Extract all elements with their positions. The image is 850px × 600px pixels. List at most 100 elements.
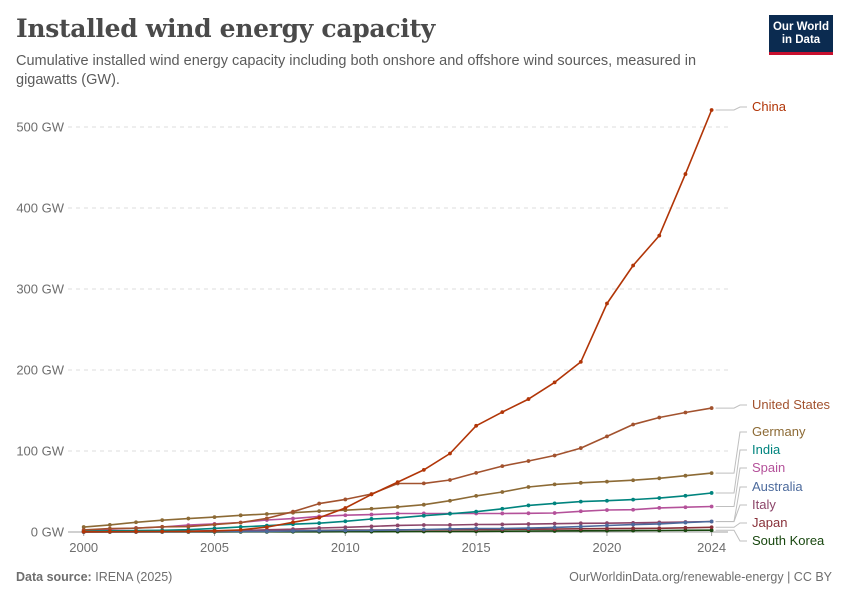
- data-point: [631, 507, 636, 512]
- x-tick-label: 2010: [331, 540, 360, 555]
- data-point: [683, 473, 688, 478]
- data-point: [264, 512, 269, 516]
- data-point: [395, 516, 400, 520]
- data-point: [107, 526, 112, 531]
- data-point: [160, 518, 165, 523]
- data-point: [264, 516, 269, 521]
- data-point: [160, 524, 165, 529]
- data-point: [526, 459, 531, 463]
- label-connector: [715, 486, 747, 522]
- series-label-china[interactable]: China: [752, 99, 787, 114]
- data-point: [578, 521, 583, 526]
- data-point: [605, 434, 609, 439]
- data-point: [526, 485, 531, 489]
- data-point: [448, 478, 452, 482]
- data-point: [160, 529, 165, 534]
- data-point: [500, 464, 505, 469]
- data-point: [631, 263, 636, 268]
- data-source: Data source: IRENA (2025): [16, 570, 172, 584]
- label-connector: [715, 404, 747, 409]
- data-point: [552, 511, 557, 515]
- y-tick-label: 100 GW: [16, 444, 64, 459]
- data-point: [683, 525, 688, 530]
- data-point: [317, 501, 322, 506]
- data-point: [526, 522, 531, 526]
- data-point: [683, 172, 688, 176]
- data-point: [291, 520, 295, 525]
- data-point: [709, 406, 714, 410]
- data-point: [474, 423, 479, 428]
- owid-logo[interactable]: Our World in Data: [769, 15, 833, 55]
- series-label-south-korea[interactable]: South Korea: [752, 533, 825, 548]
- chart-subtitle: Cumulative installed wind energy capacit…: [16, 53, 697, 88]
- series-line-china[interactable]: [83, 109, 713, 533]
- data-point: [709, 108, 714, 112]
- series-china[interactable]: [81, 108, 714, 534]
- data-point: [552, 453, 557, 458]
- data-point: [291, 529, 295, 533]
- data-point: [578, 524, 583, 529]
- data-point: [343, 506, 348, 510]
- y-tick-label: 500 GW: [16, 120, 64, 135]
- data-point: [605, 523, 609, 528]
- data-point: [343, 513, 348, 518]
- data-point: [578, 480, 583, 485]
- data-point: [631, 422, 636, 427]
- data-point: [474, 509, 479, 514]
- data-point: [605, 526, 609, 531]
- data-point: [605, 301, 609, 306]
- data-point: [448, 498, 452, 503]
- data-point: [212, 529, 217, 533]
- data-point: [657, 496, 662, 500]
- logo-line-2: in Data: [781, 33, 821, 46]
- data-point: [264, 529, 269, 534]
- data-point: [709, 471, 714, 476]
- data-point: [500, 511, 505, 516]
- series-label-australia[interactable]: Australia: [752, 479, 803, 494]
- data-point: [448, 511, 452, 516]
- data-point: [474, 493, 479, 498]
- data-point: [578, 360, 583, 364]
- label-connector: [715, 522, 747, 528]
- label-connector: [715, 529, 747, 542]
- data-point: [526, 397, 531, 401]
- data-point: [421, 481, 426, 486]
- data-point: [683, 520, 688, 525]
- series-line-united-states[interactable]: [83, 407, 712, 531]
- series-label-india[interactable]: India: [752, 442, 781, 457]
- data-point: [343, 519, 348, 524]
- data-point: [421, 502, 426, 507]
- data-point: [134, 520, 138, 525]
- data-point: [395, 511, 400, 516]
- data-point: [238, 520, 243, 525]
- data-point: [578, 446, 583, 450]
- logo-line-1: Our World: [772, 20, 829, 33]
- source-value[interactable]: IRENA (2025): [95, 570, 173, 584]
- data-point: [212, 515, 217, 519]
- y-tick-label: 0 GW: [31, 525, 65, 540]
- data-point: [631, 478, 636, 483]
- source-label: Data source:: [16, 570, 92, 584]
- series-label-spain[interactable]: Spain: [752, 460, 785, 475]
- data-point: [683, 410, 688, 415]
- data-point: [605, 508, 609, 512]
- data-point: [395, 527, 400, 532]
- series-label-germany[interactable]: Germany: [752, 424, 806, 439]
- series-labels: China United States Germany India Spain Austr…: [715, 99, 831, 548]
- data-point: [186, 516, 191, 521]
- data-point: [238, 527, 243, 532]
- data-point: [264, 525, 269, 530]
- series-label-italy[interactable]: Italy: [752, 497, 776, 512]
- data-point: [605, 479, 609, 484]
- data-point: [421, 513, 426, 518]
- footer-link[interactable]: OurWorldinData.org/renewable-energy | CC…: [569, 570, 832, 584]
- x-tick-label: 2020: [592, 540, 621, 555]
- label-connector: [715, 467, 747, 507]
- data-point: [657, 505, 662, 510]
- data-point: [212, 522, 217, 527]
- series-label-japan[interactable]: Japan: [752, 515, 787, 530]
- data-point: [238, 513, 243, 518]
- series-label-united-states[interactable]: United States: [752, 397, 831, 412]
- data-point: [709, 491, 714, 495]
- y-tick-label: 400 GW: [16, 201, 64, 216]
